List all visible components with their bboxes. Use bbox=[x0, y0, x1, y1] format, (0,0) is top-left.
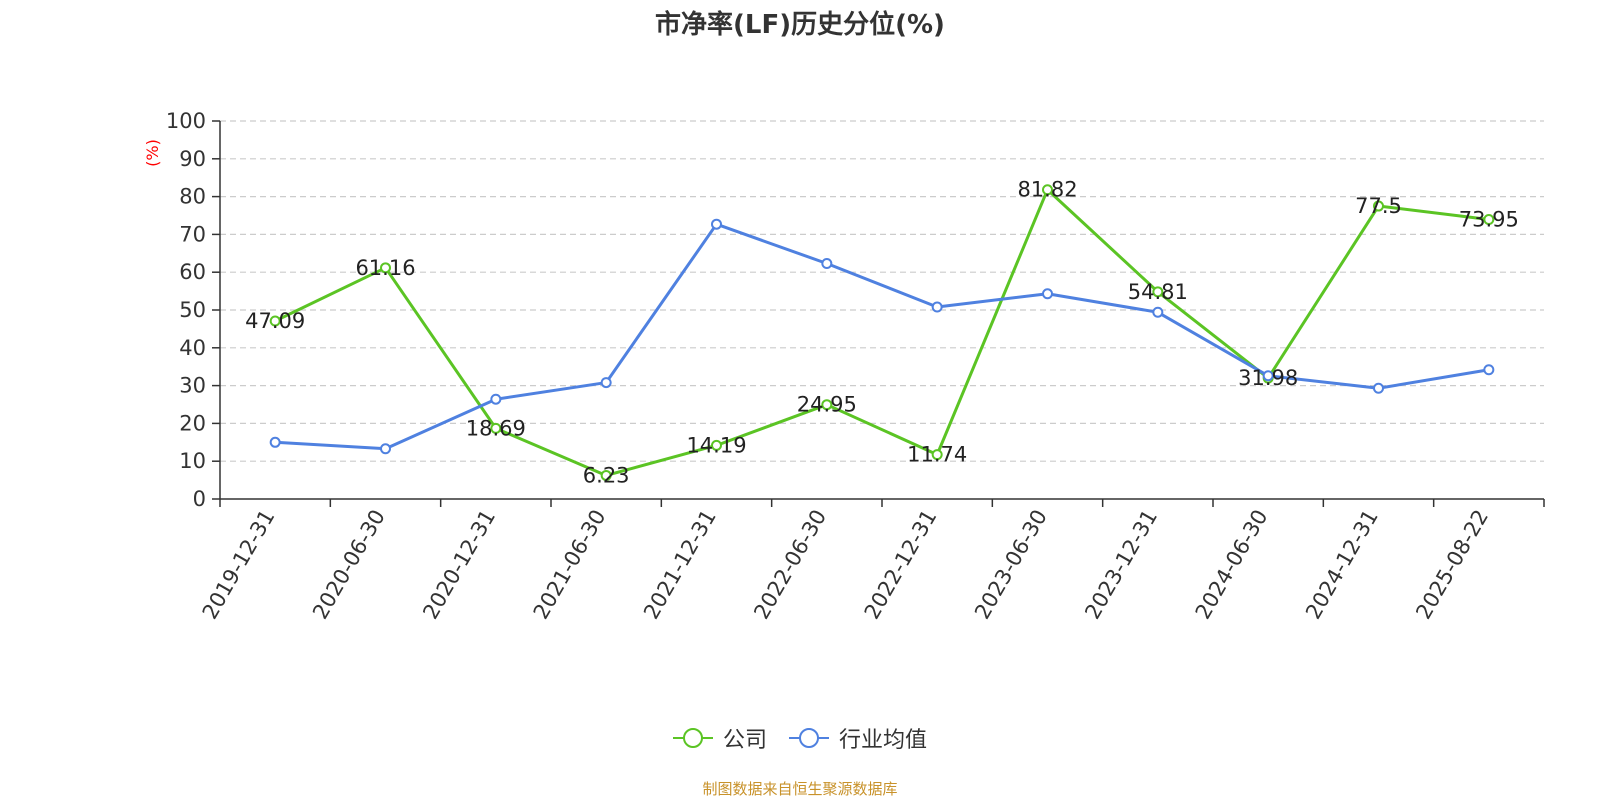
y-tick-label: 20 bbox=[179, 411, 206, 435]
data-point-1 bbox=[821, 258, 833, 270]
y-tick-label: 90 bbox=[179, 147, 206, 171]
data-label: 61.16 bbox=[355, 256, 415, 280]
x-tick-label: 2023-12-31 bbox=[1080, 506, 1162, 624]
data-point-0 bbox=[490, 422, 502, 434]
y-tick-label: 10 bbox=[179, 449, 206, 473]
data-point-1 bbox=[269, 436, 281, 448]
series-line-0 bbox=[274, 188, 1490, 477]
legend: 公司 行业均值 bbox=[0, 722, 1600, 754]
y-tick-label: 60 bbox=[179, 260, 206, 284]
data-point-0 bbox=[1152, 286, 1164, 298]
x-tick-label: 2024-12-31 bbox=[1301, 506, 1383, 624]
data-label: 81.82 bbox=[1017, 178, 1077, 202]
data-point-0 bbox=[931, 449, 943, 461]
data-point-0 bbox=[1483, 213, 1495, 225]
data-label: 73.95 bbox=[1459, 207, 1519, 231]
data-label: 31.98 bbox=[1238, 366, 1298, 390]
x-tick-label: 2025-08-22 bbox=[1411, 506, 1493, 624]
grid-lines bbox=[220, 120, 1544, 462]
data-label: 77.5 bbox=[1355, 194, 1402, 218]
x-tick-label: 2020-12-31 bbox=[418, 506, 500, 624]
x-tick-label: 2022-06-30 bbox=[749, 506, 831, 624]
data-point-1 bbox=[490, 393, 502, 405]
legend-item-industry-average[interactable]: 行业均值 bbox=[789, 722, 927, 754]
data-point-0 bbox=[380, 262, 391, 274]
data-point-0 bbox=[1373, 200, 1384, 212]
data-label: 54.81 bbox=[1128, 280, 1188, 304]
data-label: 18.69 bbox=[466, 416, 526, 440]
x-tick-label: 2022-12-31 bbox=[860, 506, 942, 624]
series-lines bbox=[269, 184, 1495, 481]
y-tick-label: 70 bbox=[179, 222, 206, 246]
y-tick-label: 30 bbox=[179, 374, 206, 398]
legend-marker-industry-average bbox=[789, 728, 829, 748]
data-label: 24.95 bbox=[797, 393, 857, 417]
data-point-1 bbox=[1262, 370, 1274, 382]
data-point-1 bbox=[1042, 288, 1053, 300]
data-label: 14.19 bbox=[686, 433, 746, 457]
x-tick-label: 2023-06-30 bbox=[970, 506, 1052, 624]
series-line-1 bbox=[275, 222, 1490, 451]
legend-label-industry-average: 行业均值 bbox=[839, 728, 928, 753]
legend-item-company[interactable]: 公司 bbox=[672, 722, 767, 754]
data-point-1 bbox=[931, 301, 943, 313]
axes: 0 10 20 30 40 50 60 70 80 90 100 2019-12-31 2020-06-… bbox=[166, 109, 1545, 624]
legend-label-company: 公司 bbox=[722, 728, 767, 753]
data-point-0 bbox=[269, 315, 281, 327]
y-tick-label: 50 bbox=[179, 298, 206, 322]
legend-marker-company bbox=[672, 728, 713, 748]
data-point-1 bbox=[600, 377, 612, 389]
data-point-0 bbox=[1042, 184, 1053, 196]
y-tick-label: 80 bbox=[179, 185, 206, 209]
chart-title: 市净率(LF)历史分位(%) bbox=[655, 10, 945, 40]
data-labels: 47.09 61.16 18.69 6.23 14.19 24.95 11.74 81.82 5… bbox=[245, 178, 1519, 488]
data-point-1 bbox=[1373, 382, 1384, 394]
data-point-0 bbox=[711, 439, 722, 451]
x-tick-label: 2021-06-30 bbox=[529, 506, 611, 624]
x-tick-label: 2024-06-30 bbox=[1191, 506, 1273, 624]
y-tick-label: 100 bbox=[166, 109, 206, 133]
source-note: 制图数据来自恒生聚源数据库 bbox=[702, 780, 898, 798]
data-point-1 bbox=[1152, 306, 1164, 318]
data-point-1 bbox=[380, 443, 391, 455]
data-point-1 bbox=[1483, 364, 1495, 376]
x-tick-label: 2020-06-30 bbox=[308, 506, 390, 624]
data-label: 47.09 bbox=[245, 309, 305, 333]
y-axis-label: (%) bbox=[143, 139, 162, 167]
x-tick-label: 2019-12-31 bbox=[198, 506, 280, 624]
y-tick-label: 0 bbox=[193, 487, 206, 511]
x-tick-label: 2021-12-31 bbox=[639, 506, 721, 624]
data-label: 6.23 bbox=[583, 463, 630, 487]
data-point-1 bbox=[711, 218, 722, 230]
data-point-0 bbox=[600, 469, 612, 481]
data-label: 11.74 bbox=[907, 443, 967, 467]
data-point-0 bbox=[821, 399, 833, 411]
y-tick-label: 40 bbox=[179, 336, 206, 360]
